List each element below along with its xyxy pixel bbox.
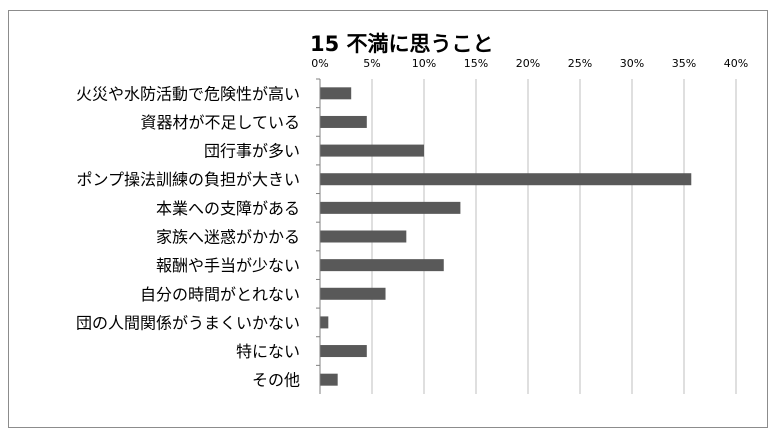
bar (320, 144, 424, 157)
x-axis-ticks: 0% 5% 10% 15% 20% 25% 30% 35% 40% (311, 57, 748, 70)
x-tick-label: 5% (363, 57, 380, 70)
bar (320, 345, 367, 358)
bar (320, 115, 367, 128)
category-label: 家族へ迷惑がかかる (156, 228, 300, 247)
bar (320, 87, 352, 100)
bar (320, 201, 461, 214)
x-tick-label: 40% (724, 57, 748, 70)
chart-title: 15 不満に思うこと (310, 32, 494, 56)
bar (320, 259, 444, 272)
category-labels: 火災や水防活動で危険性が高い資器材が不足している団行事が多いポンプ操法訓練の負担… (76, 84, 300, 389)
x-tick-label: 15% (464, 57, 488, 70)
x-tick-label: 10% (412, 57, 436, 70)
category-label: 報酬や手当が少ない (156, 256, 300, 275)
category-label: 資器材が不足している (140, 113, 300, 132)
x-tick-label: 0% (311, 57, 328, 70)
chart-frame (8, 10, 768, 428)
category-label: ポンプ操法訓練の負担が大きい (76, 170, 300, 189)
category-label: 特にない (236, 342, 300, 361)
bar (320, 373, 338, 386)
category-label: 団の人間関係がうまくいかない (76, 313, 300, 332)
bar (320, 287, 386, 300)
category-label: その他 (252, 371, 300, 390)
bar (320, 230, 407, 243)
gridlines (316, 78, 737, 394)
category-label: 自分の時間がとれない (140, 285, 300, 304)
x-tick-label: 25% (568, 57, 592, 70)
bars (320, 87, 692, 386)
category-label: 団行事が多い (204, 142, 300, 161)
x-tick-label: 35% (672, 57, 696, 70)
bar (320, 316, 329, 329)
category-label: 本業への支障がある (156, 199, 300, 218)
bar (320, 173, 692, 186)
x-tick-label: 30% (620, 57, 644, 70)
x-tick-label: 20% (516, 57, 540, 70)
category-label: 火災や水防活動で危険性が高い (76, 84, 300, 103)
